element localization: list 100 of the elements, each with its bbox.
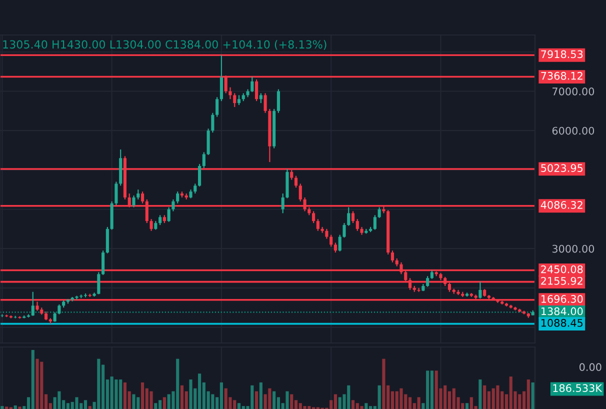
y-tick-label: 3000.00 bbox=[552, 244, 594, 253]
candlestick bbox=[97, 272, 100, 295]
candlestick bbox=[150, 218, 153, 232]
bar bbox=[382, 358, 386, 409]
bar bbox=[110, 376, 114, 409]
bar bbox=[478, 379, 482, 409]
candlestick bbox=[176, 191, 180, 204]
candlestick bbox=[259, 92, 262, 104]
candlestick bbox=[373, 214, 376, 230]
bar bbox=[286, 391, 289, 409]
candlestick bbox=[114, 181, 118, 206]
candlestick bbox=[237, 94, 241, 106]
ref-line-label: 7918.53 bbox=[541, 50, 583, 58]
candlestick bbox=[325, 228, 328, 240]
candlestick bbox=[255, 78, 258, 102]
candlestick bbox=[351, 210, 355, 224]
bar bbox=[114, 379, 118, 409]
bar bbox=[417, 397, 420, 409]
candlestick bbox=[264, 92, 267, 114]
candlestick bbox=[206, 128, 210, 156]
candlestick bbox=[478, 281, 482, 300]
candlestick bbox=[220, 54, 223, 102]
candlestick bbox=[158, 214, 162, 226]
candlestick bbox=[58, 304, 61, 315]
candlestick bbox=[378, 206, 381, 218]
candlestick bbox=[330, 234, 333, 248]
bar bbox=[483, 385, 486, 409]
candlestick bbox=[276, 88, 280, 114]
candlestick bbox=[172, 198, 175, 212]
bar bbox=[189, 379, 192, 409]
candlestick bbox=[316, 218, 320, 232]
bar bbox=[237, 403, 241, 409]
candlestick bbox=[136, 189, 140, 200]
text: 0.00 bbox=[579, 363, 602, 372]
bar bbox=[430, 370, 434, 409]
ref-line-label: 7368.12 bbox=[541, 72, 582, 80]
bar bbox=[272, 391, 276, 409]
candlestick bbox=[167, 206, 170, 222]
candlestick bbox=[216, 96, 219, 118]
bar bbox=[150, 391, 153, 409]
bar bbox=[140, 382, 144, 409]
bar bbox=[303, 406, 306, 409]
bar bbox=[531, 382, 534, 409]
text: 186.533K bbox=[553, 384, 602, 392]
ref-line-label: 1384.00 bbox=[541, 307, 583, 316]
bar bbox=[75, 397, 78, 409]
candlestick bbox=[312, 210, 316, 224]
bar bbox=[364, 403, 368, 409]
candlestick bbox=[294, 175, 298, 188]
ref-line-label: 2155.92 bbox=[541, 276, 582, 285]
candlestick bbox=[132, 194, 136, 208]
bar bbox=[84, 400, 88, 409]
bar bbox=[351, 400, 355, 409]
y-tick-label: 7000.00 bbox=[552, 87, 594, 96]
candlestick bbox=[228, 86, 232, 100]
bar bbox=[211, 394, 214, 409]
bar bbox=[36, 358, 39, 409]
bar bbox=[14, 405, 17, 409]
ref-line-label: 1088.45 bbox=[541, 318, 583, 327]
candlestick bbox=[356, 218, 359, 232]
y-tick-label: 6000.00 bbox=[552, 126, 594, 135]
candlestick bbox=[102, 250, 105, 276]
candlestick bbox=[390, 250, 394, 263]
bar bbox=[132, 394, 136, 409]
candlestick bbox=[342, 222, 346, 238]
bar bbox=[465, 403, 469, 409]
annotation: 1305.40 H1430.00 L1304.00 C1384.00 +104.10 (+8.13%) bbox=[3, 40, 326, 50]
candlestick bbox=[198, 163, 202, 187]
candlestick bbox=[53, 312, 56, 322]
bar bbox=[0, 406, 4, 409]
bar bbox=[198, 374, 202, 409]
candlestick bbox=[194, 183, 197, 194]
bar bbox=[408, 397, 412, 409]
ref-line-label: 2450.08 bbox=[541, 265, 583, 274]
candlestick bbox=[250, 76, 254, 93]
candlestick bbox=[338, 234, 342, 252]
bar bbox=[220, 382, 223, 409]
candlestick bbox=[426, 276, 430, 288]
ref-line-label: 4086.32 bbox=[540, 201, 582, 209]
candlestick bbox=[211, 112, 214, 134]
candlestick bbox=[202, 152, 206, 169]
bar bbox=[162, 397, 166, 409]
bar bbox=[360, 406, 364, 409]
ref-line-label: 1696.30 bbox=[541, 295, 583, 303]
candlestick bbox=[233, 92, 236, 108]
bar bbox=[290, 394, 294, 409]
candlestick bbox=[298, 183, 302, 202]
bar bbox=[58, 391, 61, 409]
bar bbox=[255, 391, 258, 409]
bar bbox=[31, 350, 34, 409]
bar bbox=[334, 394, 338, 409]
bar bbox=[123, 382, 127, 409]
bar bbox=[88, 406, 92, 409]
bar bbox=[496, 385, 500, 409]
bar bbox=[259, 382, 262, 409]
candlestick bbox=[347, 206, 350, 226]
bar bbox=[526, 379, 530, 409]
bar bbox=[400, 388, 403, 409]
bar bbox=[66, 403, 70, 409]
bar bbox=[180, 385, 184, 409]
